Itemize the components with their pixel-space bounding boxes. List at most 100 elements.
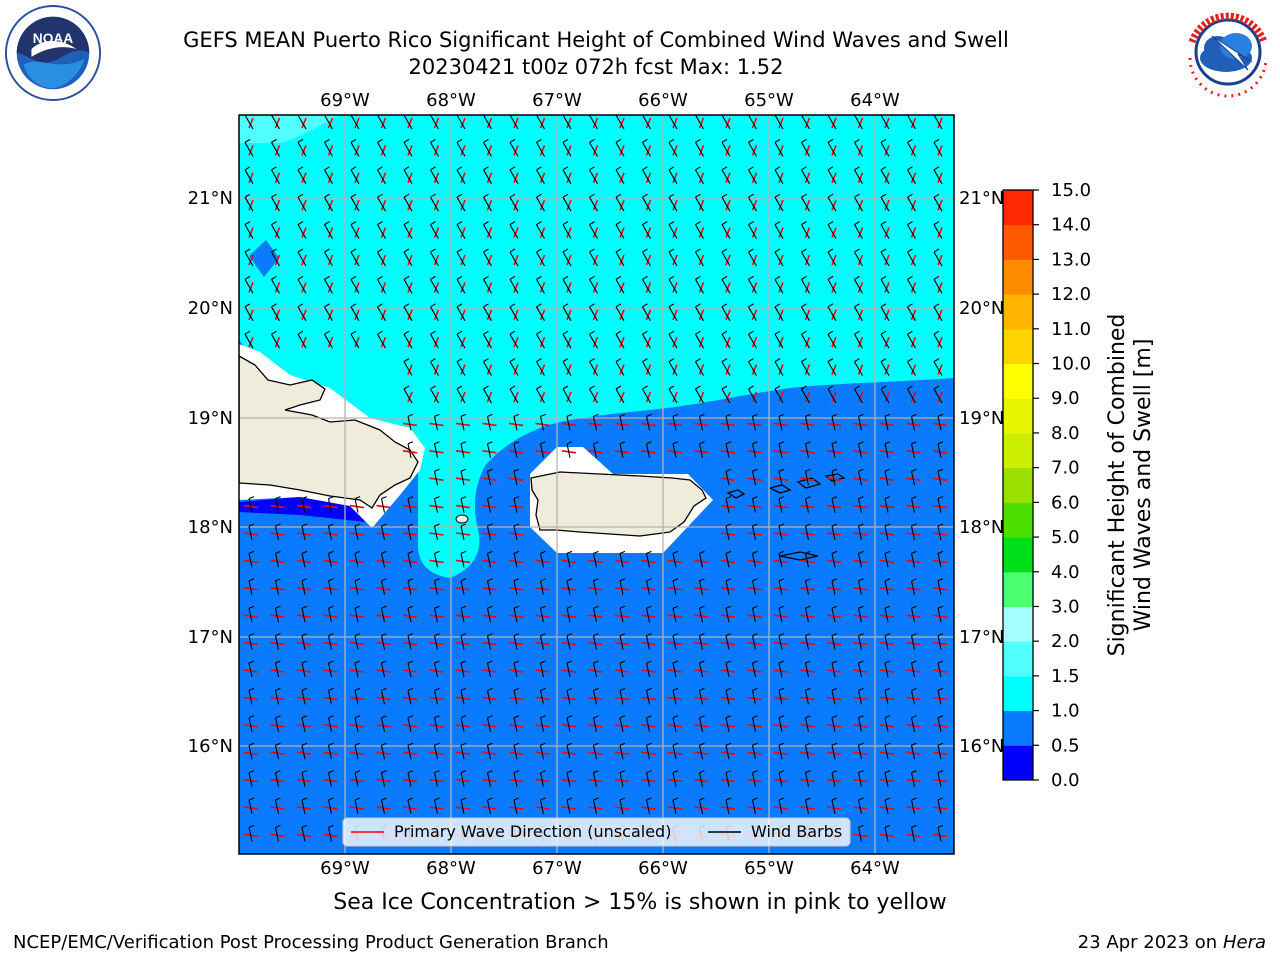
wave-direction-arrow (407, 309, 413, 321)
wave-direction-arrow (407, 172, 413, 184)
colorbar-segment (1003, 641, 1033, 677)
wave-direction-arrow (354, 254, 360, 266)
wind-barb (407, 797, 414, 815)
wind-barb (804, 523, 811, 541)
wind-barb (403, 166, 413, 185)
wind-barb (430, 330, 439, 349)
wind-barb (827, 248, 837, 267)
wind-barb (804, 496, 811, 513)
wave-direction-arrow (725, 282, 731, 293)
wave-direction-arrow (380, 227, 387, 238)
wind-barb (778, 797, 785, 815)
wind-barb (774, 193, 784, 212)
wind-barb (377, 330, 386, 349)
date-host: Hera (1222, 932, 1266, 953)
wind-barb (804, 441, 811, 458)
wind-barb (801, 275, 810, 294)
wind-barb (350, 193, 360, 212)
wind-barb (354, 605, 361, 623)
wave-direction-arrow (513, 254, 519, 266)
wind-barb (854, 248, 863, 267)
wind-barb (880, 193, 890, 212)
wind-barb (907, 275, 916, 294)
wave-direction-arrow (672, 254, 678, 266)
wind-barb (350, 330, 360, 349)
wind-barb (645, 550, 652, 568)
lat-label-right: 21°N (959, 188, 1004, 209)
wind-barb (430, 303, 439, 322)
wind-barb (804, 468, 811, 486)
wind-barb (801, 248, 810, 267)
wave-direction-arrow (380, 309, 387, 321)
wind-barb (513, 578, 520, 595)
wind-barb (695, 385, 704, 404)
wind-barb (933, 166, 943, 185)
wind-barb (244, 221, 254, 239)
wind-barb (907, 330, 916, 349)
wind-barb (642, 385, 651, 404)
wind-barb (403, 330, 413, 349)
wind-barb (854, 138, 863, 157)
wind-barb (244, 330, 254, 349)
wind-barb (327, 633, 334, 650)
wind-barb (433, 496, 440, 513)
wave-direction-arrow (380, 282, 387, 293)
wind-barb (857, 687, 864, 705)
wind-barb (827, 385, 837, 404)
wind-barb (380, 797, 387, 815)
wind-barb (354, 742, 361, 760)
wind-barb (536, 193, 545, 212)
wave-direction-arrow (645, 227, 652, 238)
wind-barb (725, 797, 732, 815)
wave-direction-arrow (301, 199, 307, 211)
wind-barb (274, 687, 281, 705)
wind-barb (592, 413, 599, 431)
wind-barb (751, 770, 758, 787)
wind-barb (910, 633, 917, 650)
wind-barb (377, 138, 386, 157)
wind-barb (857, 578, 864, 595)
wave-direction-arrow (698, 145, 705, 156)
wind-barb (910, 824, 917, 842)
wind-barb (592, 578, 599, 595)
wind-barb (725, 578, 732, 595)
wave-direction-arrow (433, 336, 440, 348)
wind-barb (513, 742, 520, 760)
wind-barb (327, 687, 334, 705)
wind-barb (589, 358, 598, 376)
wave-direction-arrow (301, 117, 307, 129)
wave-direction-arrow (725, 336, 731, 348)
wind-barb (539, 550, 546, 568)
wave-direction-arrow (804, 227, 811, 238)
wave-direction-arrow (645, 309, 652, 321)
wind-barb (274, 797, 281, 815)
wind-barb (566, 578, 573, 595)
wind-barb (327, 715, 334, 732)
wind-barb (801, 385, 810, 404)
wind-barb (695, 303, 704, 322)
wind-barb (910, 742, 917, 760)
colorbar-tick-label: 12.0 (1051, 284, 1091, 305)
wind-barb (407, 496, 414, 513)
wind-barb (880, 221, 890, 239)
wind-barb (831, 523, 838, 541)
wind-barb (350, 275, 360, 294)
wind-barb (725, 441, 732, 458)
wave-direction-arrow (460, 145, 466, 156)
wave-direction-arrow (831, 364, 837, 375)
wind-barb (433, 578, 440, 595)
wind-barb (271, 221, 280, 239)
wind-barb (589, 275, 598, 294)
wind-barb (933, 248, 943, 267)
wind-barb (748, 221, 757, 239)
wind-barb (698, 715, 705, 732)
wind-barb (933, 138, 943, 157)
wind-barb (937, 605, 944, 623)
wave-direction-arrow (778, 364, 784, 375)
wind-barb (698, 578, 705, 595)
wind-barb (831, 715, 838, 732)
wave-direction-arrow (433, 282, 440, 293)
wind-barb (695, 330, 704, 349)
wind-barb (354, 770, 361, 787)
wind-barb (698, 742, 705, 760)
